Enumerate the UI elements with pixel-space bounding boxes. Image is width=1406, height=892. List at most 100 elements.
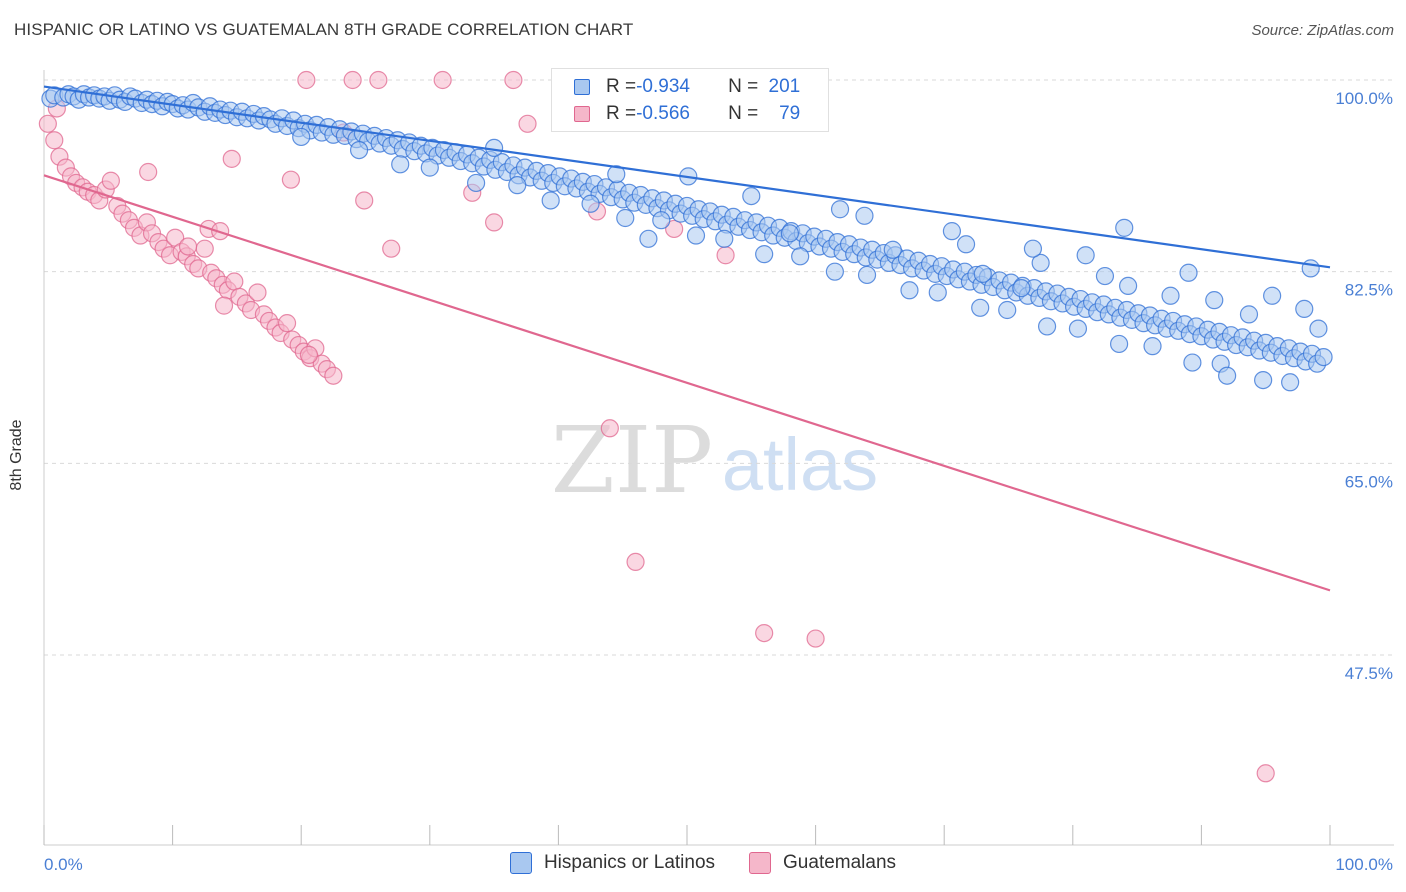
point-hispanic: [581, 194, 600, 213]
point-hispanic: [616, 208, 635, 228]
point-hispanic: [1254, 370, 1273, 390]
legend-label-hispanic: Hispanics or Latinos: [543, 852, 716, 873]
y-tick-label: 100.0%: [1335, 89, 1393, 108]
point-hispanic: [292, 127, 311, 147]
point-hispanic: [1031, 253, 1050, 273]
legend-n-value: 79: [779, 103, 801, 124]
watermark-atlas: atlas: [722, 423, 878, 506]
point-hispanic: [1314, 347, 1333, 367]
point-hispanic: [1161, 286, 1180, 305]
point-guatemalan: [355, 191, 374, 210]
watermark-zip: ZIP: [551, 407, 713, 514]
legend-n-label: N =: [728, 103, 759, 124]
point-guatemalan: [222, 149, 241, 168]
point-hispanic: [956, 235, 976, 254]
legend-n-label: N =: [728, 76, 759, 97]
legend-r-value: -0.566: [636, 103, 690, 124]
point-hispanic: [1218, 366, 1237, 385]
point-guatemalan: [755, 623, 774, 643]
point-hispanic: [928, 283, 947, 302]
point-hispanic: [1095, 266, 1115, 286]
point-hispanic: [900, 281, 919, 300]
point-hispanic: [652, 211, 671, 230]
source-label: Source: ZipAtlas.com: [1251, 22, 1394, 39]
point-guatemalan: [369, 70, 388, 90]
legend-label-guatemalan: Guatemalans: [783, 852, 897, 873]
point-hispanic: [755, 245, 774, 264]
point-hispanic: [780, 224, 799, 243]
legend-row-hispanic: R = -0.934 N = 201: [574, 75, 800, 99]
point-hispanic: [1012, 278, 1031, 298]
legend-swatch-blue: [509, 852, 532, 874]
point-hispanic: [639, 229, 658, 248]
point-guatemalan: [45, 131, 64, 150]
point-guatemalan: [433, 70, 452, 90]
point-hispanic: [1301, 259, 1320, 278]
chart-title: HISPANIC OR LATINO VS GUATEMALAN 8TH GRA…: [14, 20, 634, 39]
point-hispanic: [1263, 286, 1282, 305]
point-hispanic: [825, 262, 844, 281]
point-guatemalan: [248, 283, 267, 302]
point-guatemalan: [504, 70, 523, 90]
point-hispanic: [1179, 263, 1198, 282]
trendline-hispanic: [43, 85, 1331, 269]
x-tick-label: 0.0%: [44, 855, 83, 874]
point-hispanic: [1143, 337, 1162, 356]
point-guatemalan: [382, 239, 401, 258]
x-tick-label: 100.0%: [1335, 855, 1393, 874]
point-hispanic: [1118, 276, 1138, 296]
legend-swatch-pink: [749, 852, 772, 874]
point-guatemalan: [277, 314, 297, 333]
point-guatemalan: [343, 70, 362, 90]
point-hispanic: [686, 226, 706, 245]
legend-r-label: R =: [606, 76, 637, 97]
point-hispanic: [1068, 319, 1088, 338]
point-guatemalan: [1256, 764, 1275, 783]
point-hispanic: [1205, 291, 1224, 310]
point-guatemalan: [225, 272, 244, 291]
point-hispanic: [830, 200, 850, 219]
point-hispanic: [971, 298, 990, 317]
series-legend: Hispanics or Latinos Guatemalans: [0, 852, 1406, 874]
point-hispanic: [1239, 305, 1259, 324]
point-hispanic: [998, 300, 1017, 320]
point-guatemalan: [485, 213, 504, 232]
legend-item-hispanic[interactable]: Hispanics or Latinos: [509, 852, 716, 874]
point-guatemalan: [281, 170, 301, 189]
point-hispanic: [349, 140, 369, 160]
point-guatemalan: [38, 114, 57, 133]
point-hispanic: [742, 186, 761, 206]
legend-item-guatemalan[interactable]: Guatemalans: [749, 852, 896, 874]
point-guatemalan: [214, 296, 234, 315]
point-hispanic: [391, 155, 410, 174]
point-hispanic: [420, 158, 439, 177]
point-guatemalan: [665, 219, 684, 239]
point-hispanic: [466, 173, 486, 193]
point-hispanic: [1183, 353, 1202, 372]
point-hispanic: [715, 229, 734, 248]
legend-row-guatemalan: R = -0.566 N = 79: [574, 102, 800, 126]
legend-r-value: -0.934: [636, 76, 690, 97]
point-hispanic: [541, 191, 560, 210]
point-hispanic: [1037, 317, 1057, 336]
point-hispanic: [1281, 373, 1300, 392]
point-hispanic: [1023, 239, 1043, 258]
point-hispanic: [1115, 218, 1134, 237]
y-tick-label: 65.0%: [1345, 472, 1393, 491]
point-guatemalan: [195, 239, 214, 258]
point-guatemalan: [297, 70, 316, 90]
point-hispanic: [1309, 319, 1328, 338]
y-tick-label: 47.5%: [1345, 664, 1393, 683]
point-hispanic: [1109, 334, 1129, 354]
point-hispanic: [508, 176, 527, 195]
legend-swatch-pink: [574, 106, 590, 122]
legend-r-label: R =: [606, 103, 637, 124]
legend-swatch-blue: [574, 79, 590, 95]
trendline-guatemalan: [43, 174, 1331, 592]
point-hispanic: [973, 264, 992, 283]
point-hispanic: [1076, 246, 1095, 265]
correlation-legend: R = -0.934 N = 201 R = -0.566 N = 79: [551, 68, 829, 132]
point-guatemalan: [518, 114, 537, 133]
point-hispanic: [855, 206, 874, 225]
